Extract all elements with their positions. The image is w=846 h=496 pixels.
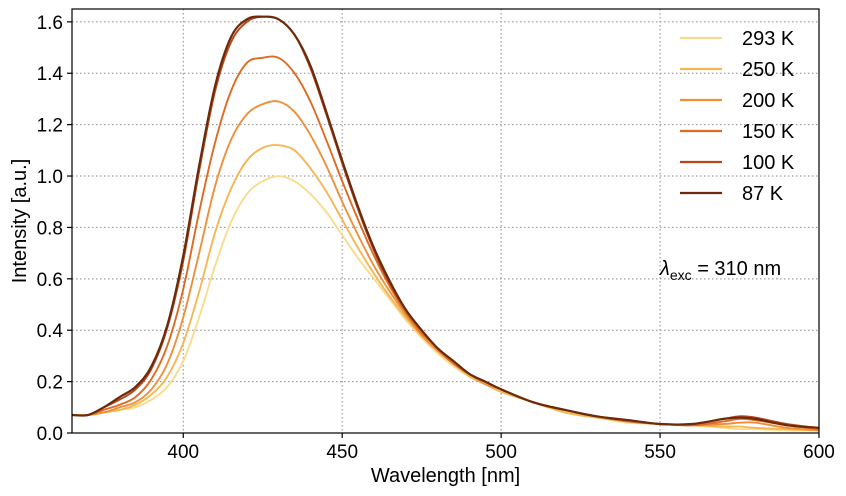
y-tick-label: 1.4 [37, 64, 64, 85]
x-tick-label: 500 [485, 442, 517, 463]
legend-label: 100 K [742, 152, 795, 174]
series-layer [71, 15, 820, 432]
legend-label: 250 K [742, 59, 795, 81]
x-tick-label: 550 [644, 442, 676, 463]
x-axis-label: Wavelength [nm] [371, 465, 520, 487]
y-tick-label: 0.4 [37, 321, 64, 342]
annotation-subscript: exc [670, 267, 692, 283]
legend-label: 200 K [742, 90, 795, 112]
legend-label: 87 K [742, 183, 784, 205]
y-tick-label: 0.0 [37, 424, 63, 445]
series-line-293k [71, 175, 820, 432]
plot-frame [71, 8, 820, 434]
y-tick-label: 1.2 [37, 116, 63, 137]
y-tick-label: 0.6 [37, 270, 63, 291]
x-tick-label: 600 [803, 442, 835, 463]
excitation-annotation: λexc = 310 nm [659, 258, 781, 283]
annotation-symbol: λ [659, 258, 670, 280]
series-line-150k [71, 55, 820, 431]
series-line-87k [71, 15, 820, 429]
y-tick-label: 1.0 [37, 167, 63, 188]
x-tick-label: 400 [167, 442, 199, 463]
y-tick-label: 0.2 [37, 373, 63, 394]
grid [72, 9, 820, 434]
x-tick-label: 450 [326, 442, 358, 463]
ticks: 400 450 500 550 600 0.0 0.2 0.4 0.6 0.8 1.0 1.2 1.4 1… [37, 13, 835, 463]
y-tick-label: 0.8 [37, 218, 63, 239]
legend: 293 K 250 K 200 K 150 K 100 K 87 K [680, 28, 795, 205]
y-axis-label: Intensity [a.u.] [9, 159, 31, 284]
y-tick-label: 1.6 [37, 13, 63, 34]
legend-label: 293 K [742, 28, 795, 50]
legend-label: 150 K [742, 121, 795, 143]
annotation-value: = 310 nm [692, 258, 782, 280]
series-line-100k [71, 15, 820, 429]
